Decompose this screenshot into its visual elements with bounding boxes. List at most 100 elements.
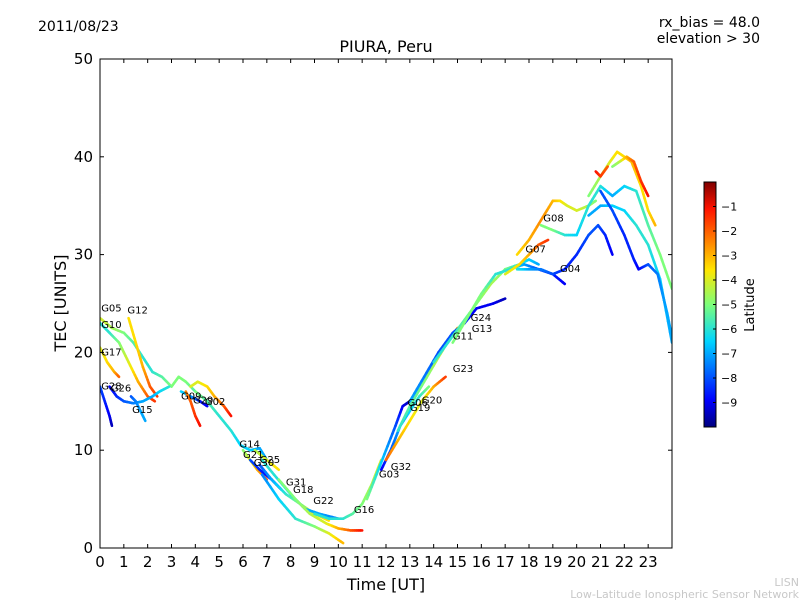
- label-g13: G13: [472, 324, 492, 335]
- label-g08: G08: [543, 213, 563, 224]
- plot-area: [100, 59, 672, 548]
- series-s04: [594, 165, 609, 178]
- colorbar-label: Latitude: [743, 278, 758, 332]
- label-g20: G20: [422, 395, 442, 406]
- colorbar-tick-label: −3: [721, 250, 737, 263]
- series-segment: [561, 281, 567, 286]
- colorbar-tick-label: −5: [721, 299, 737, 312]
- chart-title: PIURA, Peru: [339, 37, 432, 56]
- y-tick-label: 0: [83, 539, 93, 557]
- x-tick-label: 10: [329, 553, 348, 571]
- label-g24: G24: [471, 313, 491, 324]
- series-segment: [442, 375, 447, 380]
- x-tick-label: 15: [448, 553, 467, 571]
- series-g07: [503, 238, 550, 276]
- y-tick-label: 40: [74, 148, 93, 166]
- colorbar-ticks: −9 −8 −7 −6 −5 −4 −3 −2 −1: [713, 201, 737, 410]
- series-g28: [100, 385, 114, 428]
- series-s03: [611, 155, 650, 198]
- label-g26: G26: [111, 384, 131, 395]
- series-g29: [184, 390, 202, 428]
- series-segment: [645, 192, 650, 198]
- series-g25: [253, 448, 281, 472]
- label-g12: G12: [127, 305, 147, 316]
- label-g02: G02: [205, 397, 225, 408]
- x-tick-label: 17: [496, 553, 515, 571]
- series-segment: [593, 199, 598, 203]
- label-g16: G16: [354, 505, 374, 516]
- label-g18: G18: [293, 485, 313, 496]
- colorbar-tick-label: −4: [721, 274, 737, 287]
- x-axis-label: Time [UT]: [346, 575, 425, 594]
- series-segment: [204, 404, 209, 408]
- series-segment: [605, 165, 609, 170]
- x-tick-label: 4: [191, 553, 201, 571]
- footer-lisn: LISN: [774, 576, 799, 589]
- label-g32: G32: [391, 462, 411, 473]
- series-segment: [501, 297, 507, 301]
- label-g29: G29: [193, 395, 213, 406]
- label-g31: G31: [286, 477, 306, 488]
- series-segment: [152, 399, 157, 403]
- x-tick-label: 19: [543, 553, 562, 571]
- x-tick-label: 7: [262, 553, 272, 571]
- label-g10: G10: [101, 320, 121, 331]
- x-tick-label: 16: [472, 553, 491, 571]
- series-g20: [384, 375, 447, 462]
- series-g03: [260, 473, 345, 545]
- series-segment: [275, 466, 281, 472]
- label-g05: G05: [101, 303, 121, 314]
- colorbar-tick-label: −8: [721, 372, 737, 385]
- label-g25: G25: [260, 455, 280, 466]
- label-g15: G15: [132, 405, 152, 416]
- label-g06: G06: [407, 398, 427, 409]
- series-segment: [166, 385, 171, 389]
- series-segment: [426, 385, 431, 390]
- y-tick-label: 50: [74, 50, 93, 68]
- elevation-label: elevation > 30: [657, 31, 760, 47]
- colorbar-tick-label: −2: [721, 225, 737, 238]
- label-g11: G11: [453, 332, 473, 343]
- colorbar-tick-label: −7: [721, 348, 737, 361]
- series-segment: [609, 250, 614, 256]
- colorbar-tick-label: −9: [721, 397, 737, 410]
- label-g28: G28: [101, 382, 121, 393]
- label-g03: G03: [379, 470, 399, 481]
- label-g07: G07: [525, 245, 545, 256]
- x-axis: 0 1 2 3 4 5 6 7 8 9 10 11 12 13 14 15 16 17 18 19 20 21 22 23: [95, 59, 658, 571]
- x-tick-label: 5: [214, 553, 224, 571]
- series-g15: [129, 395, 147, 423]
- x-tick-label: 6: [238, 553, 248, 571]
- label-g23: G23: [453, 364, 473, 375]
- x-tick-label: 1: [119, 553, 129, 571]
- label-g17: G17: [101, 347, 121, 358]
- series-g02: [189, 380, 233, 418]
- x-tick-label: 20: [567, 553, 586, 571]
- label-g14: G14: [239, 439, 259, 450]
- series-segment: [325, 518, 331, 522]
- y-axis-label: TEC [UNITS]: [51, 255, 70, 353]
- x-tick-label: 22: [615, 553, 634, 571]
- colorbar-tick-label: −6: [721, 323, 737, 336]
- y-tick-label: 20: [74, 343, 93, 361]
- label-g22: G22: [313, 496, 333, 507]
- x-tick-label: 13: [400, 553, 419, 571]
- x-tick-label: 14: [424, 553, 443, 571]
- series-g22: [277, 478, 364, 532]
- y-axis: 0 10 20 30 40 50: [74, 50, 672, 557]
- label-g09: G09: [181, 391, 201, 402]
- x-tick-label: 3: [167, 553, 177, 571]
- x-tick-label: 0: [95, 553, 105, 571]
- x-tick-label: 21: [591, 553, 610, 571]
- colorbar-tick-label: −1: [721, 201, 737, 214]
- x-tick-label: 11: [353, 553, 372, 571]
- y-tick-label: 10: [74, 441, 93, 459]
- footer-network: Low-Latitude Ionospheric Sensor Network: [570, 588, 799, 600]
- series-g12: [127, 316, 159, 398]
- series-segment: [545, 238, 550, 243]
- series-segment: [228, 413, 233, 418]
- label-g19: G19: [410, 403, 430, 414]
- series-g32: [365, 399, 412, 501]
- series-s01: [539, 184, 672, 291]
